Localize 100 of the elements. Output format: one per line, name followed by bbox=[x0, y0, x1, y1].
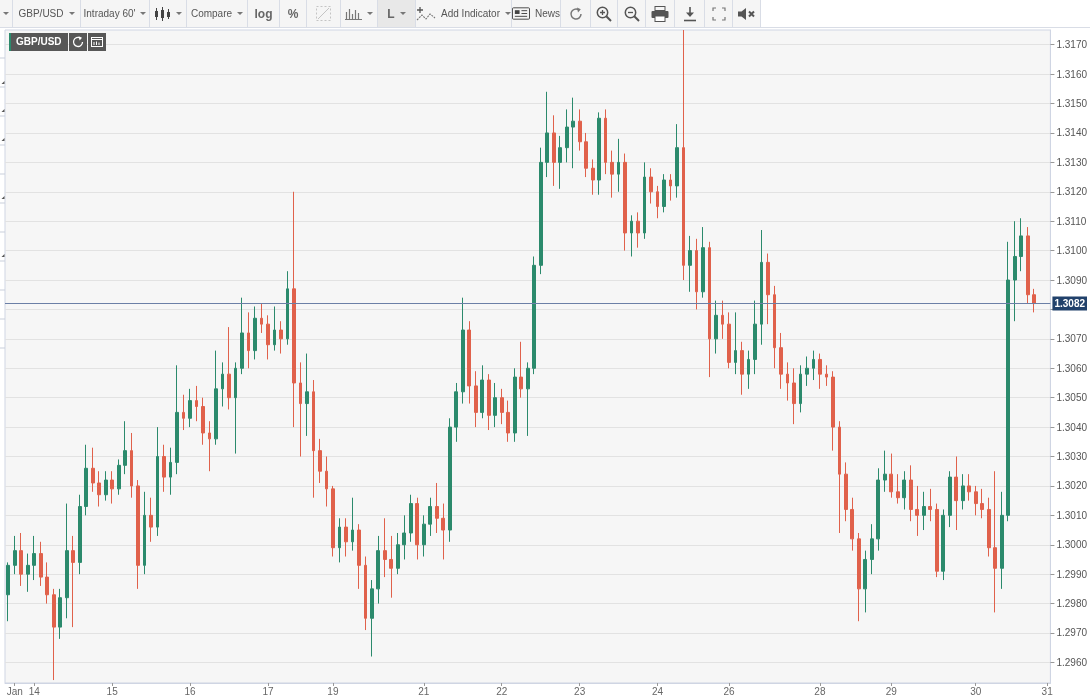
candlestick bbox=[974, 485, 978, 516]
candlestick bbox=[136, 479, 140, 590]
candlestick bbox=[227, 326, 231, 410]
candlestick bbox=[467, 320, 471, 405]
candlestick bbox=[662, 173, 666, 213]
candlestick bbox=[526, 361, 530, 437]
candlestick bbox=[286, 270, 289, 346]
candlestick bbox=[915, 485, 919, 537]
candlestick bbox=[26, 553, 30, 593]
button: News bbox=[512, 0, 561, 27]
candlestick bbox=[773, 285, 776, 369]
candlestick bbox=[435, 482, 439, 534]
candlestick bbox=[649, 167, 653, 205]
candlestick bbox=[909, 464, 913, 522]
candlestick bbox=[818, 353, 822, 390]
candlestick bbox=[123, 420, 127, 475]
candlestick bbox=[351, 497, 354, 552]
candlestick bbox=[708, 241, 711, 378]
candlestick bbox=[234, 361, 237, 455]
candlestick bbox=[45, 561, 49, 605]
candlestick bbox=[610, 150, 614, 199]
candlestick bbox=[831, 370, 835, 452]
candlestick bbox=[91, 447, 95, 493]
candlestick bbox=[954, 456, 958, 531]
candlestick bbox=[799, 364, 802, 413]
candlestick bbox=[493, 382, 497, 428]
y-tick-label: 1.3010 bbox=[1056, 509, 1088, 521]
candlestick bbox=[1013, 220, 1017, 322]
candlestick bbox=[266, 314, 270, 360]
dropdown-button: Compare bbox=[187, 0, 248, 27]
y-tick-label: 1.3070 bbox=[1056, 333, 1088, 345]
candlestick bbox=[65, 503, 69, 619]
candlestick bbox=[753, 300, 757, 375]
candlestick bbox=[857, 532, 861, 622]
candlestick bbox=[104, 470, 108, 502]
candlestick bbox=[19, 532, 23, 587]
toggle-button: log bbox=[248, 0, 280, 27]
candlestick bbox=[312, 379, 315, 499]
candlestick bbox=[422, 514, 426, 558]
candlestick bbox=[182, 394, 185, 431]
x-tick-label: 22 bbox=[496, 685, 508, 697]
x-tick-label: 19 bbox=[327, 685, 339, 697]
candlestick bbox=[896, 473, 900, 505]
x-tick-label: 15 bbox=[106, 685, 119, 697]
candlestick bbox=[415, 497, 419, 560]
candlestick bbox=[162, 444, 166, 493]
candlestick bbox=[1032, 288, 1036, 313]
y-tick-label: 1.2980 bbox=[1056, 598, 1088, 610]
candlestick bbox=[630, 214, 633, 257]
candlestick bbox=[889, 453, 893, 499]
candlestick bbox=[84, 444, 88, 516]
x-tick-label: 24 bbox=[652, 685, 664, 697]
candlestick bbox=[675, 123, 679, 199]
candlestick bbox=[597, 111, 601, 196]
x-tick-label: 14 bbox=[28, 685, 41, 697]
candlestick bbox=[221, 361, 224, 407]
y-tick-label: 1.3150 bbox=[1056, 98, 1088, 110]
candlestick bbox=[454, 382, 458, 443]
candlestick bbox=[669, 173, 672, 202]
candlestick bbox=[441, 503, 445, 560]
y-tick-label: 1.2970 bbox=[1056, 627, 1088, 639]
candlestick bbox=[870, 523, 874, 575]
candlestick bbox=[169, 447, 172, 496]
candlestick bbox=[948, 470, 952, 528]
y-tick-label: 1.3060 bbox=[1056, 362, 1088, 374]
candlestick bbox=[850, 497, 854, 552]
y-tick-label: 1.3130 bbox=[1056, 156, 1088, 168]
x-tick-label: 16 bbox=[184, 685, 197, 697]
candlestick bbox=[130, 432, 133, 499]
candlestick bbox=[292, 191, 296, 428]
y-tick-label: 1.3170 bbox=[1056, 39, 1088, 51]
candlestick bbox=[299, 361, 302, 458]
dropdown-button: Intraday 60' bbox=[81, 0, 150, 27]
candlestick bbox=[766, 253, 770, 325]
candlestick bbox=[175, 364, 179, 475]
candlestick bbox=[643, 161, 646, 240]
candlestick bbox=[591, 158, 595, 196]
candlestick bbox=[617, 138, 620, 193]
candlestick bbox=[474, 370, 478, 428]
candlestick bbox=[558, 135, 562, 190]
dropdown-button: L bbox=[378, 0, 416, 27]
x-tick-label: 30 bbox=[970, 685, 982, 697]
candlestick bbox=[928, 488, 932, 522]
candlestick bbox=[240, 297, 244, 375]
candlestick bbox=[448, 417, 452, 543]
candlestick bbox=[883, 450, 887, 493]
candlestick bbox=[383, 517, 387, 578]
candlestick bbox=[786, 361, 789, 402]
y-tick-label: 1.3020 bbox=[1056, 480, 1088, 492]
candlestick bbox=[967, 473, 971, 502]
candlestick bbox=[260, 303, 263, 334]
x-tick-label: 29 bbox=[885, 685, 898, 697]
candlestick bbox=[727, 311, 731, 369]
candlestick bbox=[325, 456, 328, 508]
candlestick bbox=[578, 108, 582, 152]
candlestick bbox=[636, 211, 640, 249]
candlestick bbox=[993, 470, 997, 613]
candlestick bbox=[688, 235, 692, 293]
candlestick bbox=[117, 458, 121, 496]
candlestick bbox=[188, 388, 192, 428]
